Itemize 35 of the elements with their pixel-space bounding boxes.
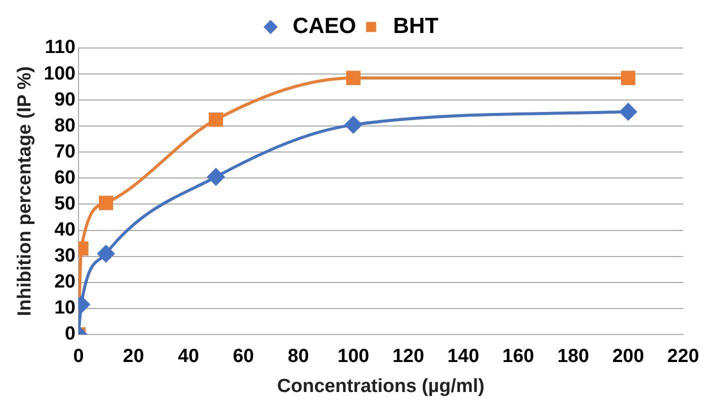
legend-label: BHT <box>393 13 439 38</box>
x-tick-label: 80 <box>288 346 309 368</box>
x-tick-label: 160 <box>502 346 534 368</box>
point <box>208 112 224 127</box>
y-tick-label: 110 <box>44 37 76 58</box>
point <box>98 196 114 210</box>
legend-label: CAEO <box>292 13 356 38</box>
x-tick-label: 40 <box>178 346 200 368</box>
y-tick-label: 50 <box>54 193 76 214</box>
x-axis-title: Concentrations (µg/ml) <box>277 376 484 397</box>
point <box>621 70 636 86</box>
y-tick-label: 90 <box>54 89 76 110</box>
y-tick-label: 60 <box>54 167 76 188</box>
point <box>620 103 637 120</box>
x-tick-label: 220 <box>667 346 699 368</box>
y-tick-label: 40 <box>54 219 76 240</box>
point <box>207 168 224 186</box>
point <box>346 70 360 86</box>
x-tick-label: 120 <box>392 346 424 368</box>
x-tick-label: 200 <box>612 346 644 368</box>
y-tick-label: 70 <box>54 141 76 162</box>
x-tick-label: 180 <box>557 346 590 368</box>
y-tick-label: 0 <box>64 324 76 345</box>
x-tick-label: 20 <box>122 346 144 368</box>
point <box>344 116 362 134</box>
point <box>97 245 114 262</box>
y-axis-title: Inhibition percentage (IP %) <box>14 66 36 316</box>
y-tick-label: 100 <box>44 63 76 84</box>
x-tick-label: 100 <box>337 346 370 368</box>
x-tick-label: 140 <box>447 346 480 368</box>
y-tick-label: 10 <box>54 298 76 319</box>
y-tick-label: 20 <box>54 272 76 293</box>
y-tick-label: 30 <box>54 246 76 267</box>
x-tick-label: 60 <box>232 346 254 368</box>
y-tick-label: 80 <box>54 115 76 136</box>
